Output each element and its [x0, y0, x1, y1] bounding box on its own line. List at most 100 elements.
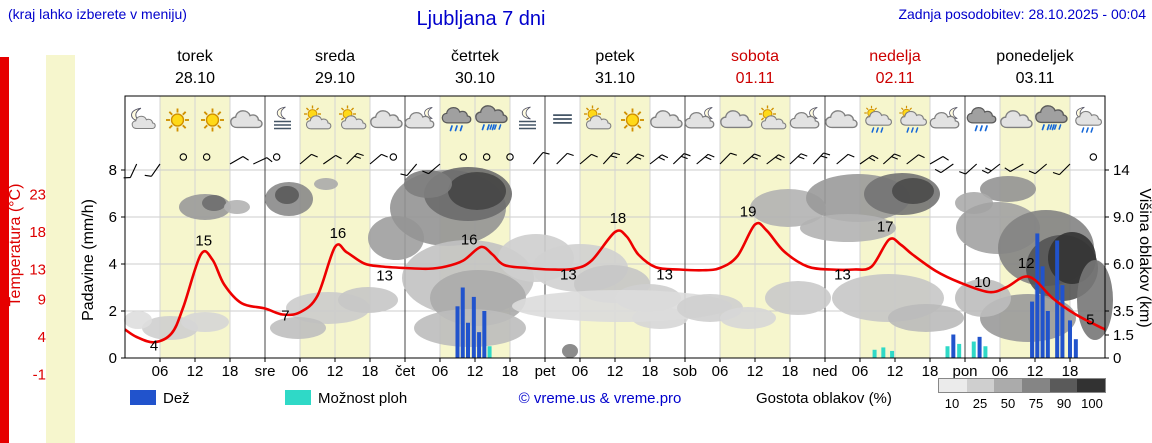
grid-line — [422, 170, 429, 175]
day-header-sobota: sobota 01.11 — [685, 48, 825, 88]
grid-line — [1034, 163, 1048, 175]
p-sun-part — [620, 107, 645, 133]
grid-line — [859, 154, 873, 165]
x-axis-tick-label: 12 — [327, 363, 344, 380]
rain-legend-label: Dež — [163, 390, 190, 407]
grid-line — [940, 163, 954, 174]
x-axis-tick-label: ned — [812, 363, 837, 380]
temperature-point-label: 4 — [150, 337, 158, 354]
wind-barb-icon — [346, 152, 364, 165]
grid-line — [882, 153, 895, 165]
cloud-icon — [825, 110, 858, 129]
grid-line — [868, 157, 876, 162]
grid-line — [696, 153, 709, 165]
temperature-axis-title: Temperatura (°C) — [7, 184, 24, 307]
x-axis-tick-label: 12 — [887, 363, 904, 380]
temperature-point-label: 17 — [877, 219, 894, 236]
grid-line — [567, 152, 574, 157]
shower-bar — [971, 341, 976, 358]
cloud-density-cell — [1077, 379, 1106, 392]
wind-calm-icon — [1089, 153, 1098, 161]
grid-line — [129, 163, 138, 178]
grid-line — [730, 152, 737, 156]
p-cloud-part — [404, 111, 435, 129]
cloud-moon-icon — [929, 107, 960, 129]
cloud-density-cell — [939, 379, 967, 392]
wind-calm-icon — [389, 153, 398, 161]
day-name-label: ponedeljek — [996, 48, 1074, 65]
grid-line — [1004, 167, 1011, 172]
cloud-cover-blob — [124, 311, 152, 329]
grid-line — [229, 156, 244, 165]
rain-bar — [1045, 311, 1050, 358]
grid-line — [406, 163, 418, 176]
x-axis-tick-label: 12 — [747, 363, 764, 380]
day-date-label: 31.10 — [594, 70, 636, 87]
grid-line — [335, 154, 342, 160]
cloud-cover-blob — [955, 279, 1011, 317]
day-header-torek: torek 28.10 — [125, 48, 265, 88]
wind-barb-icon — [123, 163, 138, 179]
wind-barb-icon — [626, 153, 645, 165]
grid-line — [354, 155, 361, 159]
grid-line — [579, 153, 592, 165]
rain-bar — [951, 334, 956, 358]
shower-legend-label: Možnost ploh — [318, 390, 408, 407]
wind-barb-icon — [859, 154, 879, 165]
grid-line — [820, 155, 828, 159]
p-cloud-part — [370, 110, 403, 129]
x-axis-tick-label: 06 — [432, 363, 449, 380]
grid-line — [532, 152, 544, 165]
grid-line — [942, 156, 949, 161]
grid-line — [719, 152, 731, 165]
grid-line — [778, 154, 785, 159]
grid-line — [775, 156, 782, 161]
grid-line — [144, 174, 152, 177]
grid-line — [929, 156, 944, 165]
x-axis-tick-label: 18 — [362, 363, 379, 380]
wind-barb-icon — [579, 153, 598, 165]
grid-line — [123, 177, 131, 179]
rain-bar — [477, 332, 482, 358]
grid-line — [1028, 170, 1036, 175]
page-title: Ljubljana 7 dni — [416, 8, 546, 30]
rain-legend-swatch — [130, 390, 156, 405]
shower-bar — [945, 346, 950, 358]
grid-line — [754, 153, 761, 157]
grid-line — [658, 156, 665, 161]
cloud-cover-blob — [1077, 260, 1113, 340]
grid-line — [542, 151, 550, 155]
cloud-icon — [370, 110, 403, 129]
day-header-nedelja: nedelja 02.11 — [825, 48, 965, 88]
grid-line — [150, 163, 161, 177]
shower-legend-swatch — [285, 390, 311, 405]
precip-tick-label: 6 — [109, 209, 117, 226]
grid-line — [369, 153, 382, 165]
day-name-label: četrtek — [450, 48, 499, 65]
cloud-cover-blob — [338, 287, 398, 313]
cloud-density-scale — [938, 378, 1106, 393]
grid-line — [602, 152, 614, 165]
grid-line — [661, 154, 669, 159]
cloud-density-tick-label: 75 — [1028, 396, 1044, 411]
x-axis-tick-label: 06 — [292, 363, 309, 380]
cloud-density-tick-label: 50 — [1000, 396, 1016, 411]
day-date-label: 02.11 — [875, 70, 915, 87]
wind-barb-icon — [532, 151, 550, 165]
wind-barb-icon — [1004, 163, 1024, 172]
grid-line — [610, 155, 618, 159]
x-axis-tick-label: 18 — [502, 363, 519, 380]
cloud-height-tick-label: 1.5 — [1113, 327, 1134, 344]
shower-bar — [957, 343, 962, 358]
precip-tick-label: 2 — [109, 303, 117, 320]
fog-icon — [552, 114, 573, 124]
temperature-tick-label: 13 — [29, 262, 46, 279]
p-cloudD-part — [966, 106, 997, 124]
p-cloud-part — [929, 111, 960, 129]
copyright-links[interactable]: © vreme.us & vreme.pro — [518, 390, 682, 407]
temperature-tick-label: 18 — [29, 224, 46, 241]
cloud-cover-blob — [892, 178, 934, 204]
day-name-label: sobota — [730, 48, 780, 65]
cloud-icon — [230, 110, 263, 129]
